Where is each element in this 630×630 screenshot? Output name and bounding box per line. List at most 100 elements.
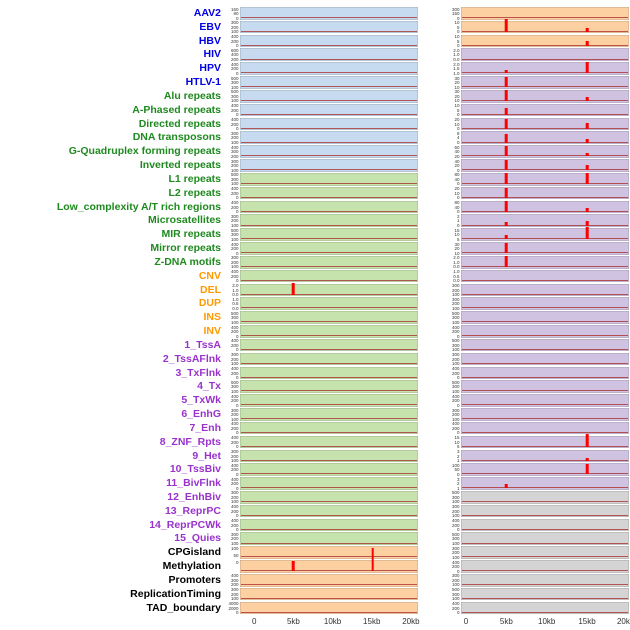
- signal-baseline: [462, 279, 628, 281]
- row-label: Promoters: [168, 573, 221, 586]
- y-tick-label: 200: [230, 24, 239, 30]
- y-tick-label: 10: [454, 250, 460, 255]
- signal-spike: [505, 19, 508, 32]
- y-tick-label: 300: [230, 587, 239, 593]
- y-tick-label: 200: [230, 591, 239, 597]
- y-tick-label: 300: [230, 20, 239, 26]
- y-tick-label: 200: [230, 38, 239, 44]
- track-row: 2_TssAFlnk 3002001000 3002001000: [3, 352, 630, 366]
- track-row: 1_TssA40020005003001000: [3, 338, 630, 352]
- y-tick-label: 200: [230, 439, 239, 445]
- signal-baseline: [241, 376, 417, 378]
- y-axis-tick-labels: 3002001000: [227, 21, 240, 34]
- y-tick-label: 300: [230, 159, 239, 164]
- y-tick-label: 100: [451, 463, 460, 468]
- right-track-panel: [461, 449, 629, 463]
- signal-baseline: [241, 431, 417, 433]
- y-tick-label: 0: [456, 126, 460, 131]
- y-axis-tick-labels: 3002001000: [227, 588, 240, 601]
- y-axis-tick-labels: 3002001000: [227, 408, 240, 421]
- y-axis-tick-labels: 4000 2000 0: [227, 602, 240, 615]
- y-tick-label: 160: [230, 7, 239, 12]
- track-row: Inverted repeats300200100040200: [3, 159, 630, 172]
- y-tick-label: 500: [451, 338, 460, 344]
- y-axis-tick-labels: 1.0 0.5 0.0: [227, 297, 240, 310]
- y-tick-label: 500: [451, 311, 460, 316]
- y-tick-label: 200: [230, 342, 239, 348]
- signal-baseline: [462, 252, 628, 254]
- y-tick-label: 300: [230, 214, 239, 219]
- y-tick-label: 0: [235, 610, 239, 615]
- y-tick-label: 4000: [228, 601, 239, 607]
- y-axis-tick-labels: 40 20 0: [449, 159, 461, 172]
- signal-spike: [585, 207, 589, 212]
- y-axis-tick-labels: 3002001000: [227, 450, 240, 463]
- y-tick-label: 0: [456, 43, 460, 48]
- y-tick-label: 400: [230, 338, 239, 344]
- right-track-panel: [461, 7, 629, 20]
- column-gap: [418, 546, 449, 559]
- y-tick-label: 0: [456, 333, 460, 338]
- signal-baseline: [241, 501, 417, 503]
- y-tick-label: 400: [230, 200, 239, 206]
- right-track-panel: [461, 573, 629, 587]
- y-tick-label: 400: [230, 463, 239, 468]
- y-axis-tick-labels: 3002001000: [449, 546, 461, 559]
- track-rows: AAV21608003001500EBV30020010001050HBV400…: [3, 7, 630, 615]
- y-axis-tick-labels: 400 200 0: [227, 270, 240, 283]
- y-tick-label: 0: [235, 195, 239, 200]
- signal-spike: [585, 40, 589, 46]
- y-tick-label: 2.0: [453, 255, 460, 261]
- left-track-panel: [240, 282, 418, 297]
- column-gap: [418, 574, 449, 587]
- y-tick-label: 5: [456, 236, 460, 241]
- y-tick-label: 200: [451, 301, 460, 307]
- y-tick-label: 400: [451, 325, 460, 330]
- y-tick-label: 200: [451, 550, 460, 556]
- y-tick-label: 10: [454, 439, 460, 445]
- right-track-panel: [461, 394, 629, 407]
- y-tick-label: 100: [230, 139, 239, 145]
- y-tick-label: 10: [454, 190, 460, 196]
- y-axis-tick-labels: 3002001000: [449, 284, 461, 297]
- y-tick-label: 0: [235, 560, 239, 565]
- signal-baseline: [462, 183, 628, 185]
- y-tick-label: 100: [230, 236, 239, 241]
- y-tick-label: 400: [230, 242, 239, 247]
- y-axis-tick-labels: 3002001000: [227, 131, 240, 144]
- column-gap: [418, 532, 449, 545]
- signal-baseline: [462, 321, 628, 323]
- y-tick-label: 500: [230, 89, 239, 95]
- y-axis-tick-labels: 10 5 0: [449, 104, 461, 117]
- signal-baseline: [462, 556, 628, 558]
- y-tick-label: 0: [235, 527, 239, 532]
- signal-baseline: [241, 404, 417, 406]
- left-track-panel: [240, 352, 418, 366]
- track-row: Low_complexity A/T rich regions 400 200 0 80…: [3, 200, 630, 214]
- x-axis-tick-label: 10kb: [323, 617, 342, 627]
- y-tick-label: 400: [230, 394, 239, 399]
- column-gap: [418, 311, 449, 324]
- y-axis-tick-labels: 400 200 0: [449, 422, 461, 435]
- y-axis-tick-labels: 80 40 0: [449, 173, 461, 186]
- y-tick-label: 100: [230, 361, 239, 366]
- x-axis-tick-label: 15kb: [363, 617, 381, 627]
- y-tick-label: 300: [230, 577, 239, 583]
- y-tick-label: 300: [230, 384, 239, 390]
- right-track-panel: [461, 311, 629, 324]
- signal-baseline: [241, 307, 417, 309]
- signal-spike: [585, 226, 589, 240]
- signal-baseline: [241, 58, 417, 60]
- y-axis-tick-labels: 400 200 0: [227, 325, 240, 338]
- track-row: 3_TxFlnk 400 200 0 400 200 0: [3, 366, 630, 380]
- y-tick-label: 0: [456, 181, 460, 186]
- signal-baseline: [462, 17, 628, 19]
- signal-spike: [505, 243, 508, 254]
- y-tick-label: 0.0: [453, 56, 460, 62]
- row-label: Mirror repeats: [150, 242, 221, 255]
- y-tick-label: 10: [454, 34, 460, 40]
- x-axis-tick-label: 20kb: [402, 617, 420, 627]
- y-tick-label: 300: [451, 384, 460, 390]
- y-tick-label: 200: [230, 56, 239, 62]
